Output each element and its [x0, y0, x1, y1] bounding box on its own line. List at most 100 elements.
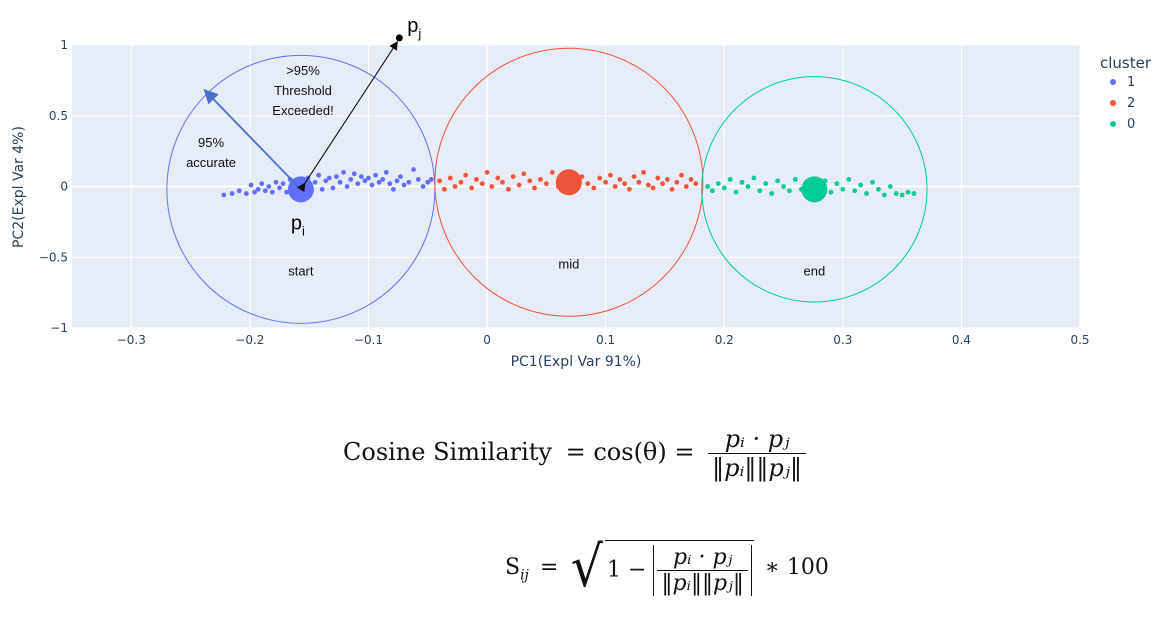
data-point [326, 175, 332, 181]
data-point [757, 188, 763, 194]
data-point [870, 179, 875, 185]
cluster-circle-mid [434, 47, 704, 317]
data-point [521, 171, 527, 177]
data-point [341, 169, 346, 175]
legend-title: cluster [1100, 54, 1152, 72]
data-point [603, 179, 609, 185]
x-tick-label: 0.1 [596, 333, 615, 347]
data-point [390, 186, 396, 192]
data-point [763, 181, 769, 187]
pi-label: pi [291, 212, 305, 238]
legend-entry: 0 [1127, 117, 1135, 132]
y-axis-ticks: −1 −0.5 0 0.5 1 [39, 38, 68, 335]
x-axis-title: PC1(Expl Var 91%) [511, 354, 642, 370]
x-axis-ticks: −0.3 −0.2 −0.1 0 0.1 0.2 0.3 0.4 0.5 [117, 333, 1090, 347]
cluster-center-0 [801, 176, 828, 203]
data-point [262, 188, 268, 194]
x-tick-label: −0.2 [235, 333, 264, 347]
x-tick-label: 0.3 [833, 333, 852, 347]
data-point [259, 181, 265, 187]
cosine-similarity-formula: Cosine Similarity = cos(θ) = pᵢ · pⱼ ‖pᵢ… [343, 425, 807, 482]
data-point [538, 177, 543, 182]
data-point [248, 182, 254, 188]
sij-numerator: pᵢ · pⱼ [657, 545, 748, 571]
data-point [745, 184, 751, 189]
data-point [516, 182, 522, 188]
data-point [401, 182, 407, 188]
pj-subscript: j [417, 26, 421, 41]
data-point [585, 181, 591, 187]
data-point [660, 181, 665, 187]
data-point [428, 177, 434, 182]
data-point [437, 178, 443, 184]
sij-eq: = [539, 555, 559, 580]
data-point [669, 186, 675, 192]
data-point [312, 179, 318, 185]
data-point [887, 184, 893, 189]
data-point [415, 177, 421, 182]
cluster-center-2 [555, 169, 582, 196]
data-point [319, 186, 325, 192]
legend: cluster 1 2 0 [1100, 54, 1152, 132]
cluster-label-end: end [804, 263, 826, 278]
data-point [840, 186, 846, 192]
data-point [905, 189, 911, 195]
legend-marker [1110, 121, 1116, 127]
data-point [383, 169, 389, 175]
threshold-text-line: Threshold [274, 83, 332, 98]
data-point [270, 189, 275, 195]
data-point [781, 184, 786, 189]
data-point [506, 186, 511, 192]
threshold-arrow [296, 41, 398, 193]
times-hundred: ∗ 100 [764, 555, 829, 580]
data-point [495, 175, 501, 181]
data-point [679, 172, 684, 178]
data-point [358, 174, 364, 179]
data-point [617, 177, 623, 182]
data-point [316, 172, 322, 178]
x-tick-label: 0.5 [1070, 333, 1089, 347]
legend-marker [1110, 100, 1116, 106]
data-point [387, 181, 393, 187]
data-point [543, 181, 549, 187]
data-point [674, 179, 680, 185]
data-point [727, 177, 733, 182]
data-point [337, 179, 343, 185]
data-point [273, 179, 279, 185]
data-point [236, 188, 242, 194]
sij-fraction: pᵢ · pⱼ ‖pᵢ‖‖pⱼ‖ [657, 545, 748, 596]
threshold-text-line: Exceeded! [272, 103, 333, 118]
data-point [834, 181, 840, 187]
y-tick-label: 1 [60, 38, 68, 52]
data-point [280, 181, 286, 187]
y-tick-label: −1 [50, 321, 68, 335]
data-point [636, 179, 642, 185]
pi-subscript: i [302, 223, 305, 238]
data-point [597, 175, 603, 181]
data-point [229, 191, 235, 196]
data-point [425, 179, 431, 185]
data-point [664, 177, 670, 182]
data-point [463, 172, 469, 178]
data-point [510, 174, 516, 179]
data-point [591, 185, 597, 191]
data-point [751, 175, 757, 181]
data-point [641, 169, 646, 175]
data-point [655, 175, 661, 181]
cosine-denominator: ‖pᵢ‖‖pⱼ‖ [712, 454, 803, 482]
data-point [351, 171, 357, 177]
data-point [769, 191, 775, 196]
accurate-arrow [203, 88, 302, 190]
data-point [330, 185, 336, 191]
cluster-circle-end [701, 76, 928, 303]
y-tick-label: 0.5 [49, 109, 68, 123]
cluster-label-start: start [288, 263, 314, 278]
absolute-value: pᵢ · pⱼ ‖pᵢ‖‖pⱼ‖ [653, 545, 752, 596]
data-point [484, 169, 490, 175]
x-tick-label: −0.3 [117, 333, 146, 347]
data-point [612, 184, 618, 189]
data-point [344, 184, 350, 189]
pj-label: pj [407, 15, 421, 41]
data-point [650, 185, 656, 191]
data-point [622, 181, 628, 187]
